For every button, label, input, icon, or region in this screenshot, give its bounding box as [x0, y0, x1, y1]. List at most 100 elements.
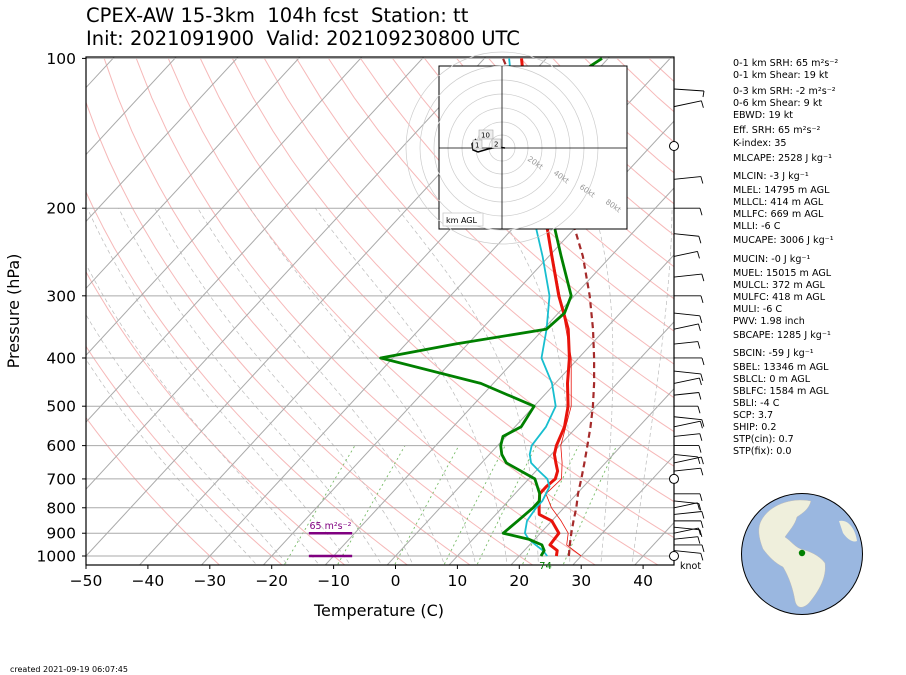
level-circle	[669, 551, 679, 561]
wind-barb-flag	[700, 456, 704, 465]
x-tick-label: −50	[70, 572, 103, 590]
index-item: SBLFC: 1584 m AGL	[733, 386, 829, 397]
background-lines	[86, 57, 674, 565]
wind-barbs	[669, 88, 705, 561]
isotherm	[86, 57, 239, 223]
x-tick-label: 30	[571, 572, 591, 590]
moist-adiabat	[86, 314, 289, 565]
y-axis-label: Pressure (hPa)	[4, 254, 23, 369]
y-tick-label: 200	[46, 200, 76, 218]
index-item: MLLI: -6 C	[733, 221, 781, 232]
wind-barb	[673, 233, 699, 237]
level-circle	[669, 473, 679, 484]
y-tick-label: 400	[46, 349, 76, 367]
chart-subtitle: Init: 2021091900 Valid: 202109230800 UTC	[86, 27, 520, 50]
moist-adiabat	[631, 208, 673, 565]
wind-barb-flag	[700, 176, 704, 184]
wind-barb	[673, 370, 701, 375]
wind-barb	[673, 456, 702, 464]
index-item: MLCAPE: 2528 J kg⁻¹	[733, 153, 832, 164]
moist-adiabat	[593, 208, 614, 565]
dry-adiabat	[86, 270, 346, 565]
wind-unit-label: knot	[680, 561, 701, 572]
mixing-ratio-line	[336, 445, 406, 565]
wind-barb-flag	[698, 445, 702, 453]
x-tick-label: 10	[448, 572, 468, 590]
x-tick-label: −20	[255, 572, 288, 590]
wind-barb	[673, 273, 702, 278]
index-item: MULCL: 372 m AGL	[733, 280, 825, 291]
wind-barb	[673, 176, 701, 180]
wind-barb	[673, 526, 700, 531]
wind-barb	[673, 550, 701, 554]
moist-adiabat	[495, 208, 571, 565]
moist-adiabat	[249, 208, 477, 565]
x-tick-label: −40	[132, 572, 165, 590]
dry-adiabat	[86, 345, 283, 565]
wind-barb	[673, 416, 702, 421]
wind-barb-flag	[700, 295, 704, 303]
wind-barb-flag	[699, 315, 703, 323]
wind-barb	[673, 323, 699, 330]
wind-barb-flag	[699, 529, 703, 537]
dry-adiabat	[328, 58, 674, 399]
wind-barb	[673, 341, 698, 345]
wind-barb	[673, 88, 705, 92]
index-item: SHIP: 0.2	[733, 422, 777, 433]
wind-barb	[673, 467, 701, 472]
isotherm	[386, 254, 674, 565]
isotherm	[86, 57, 425, 423]
index-item: 0-6 km Shear: 9 kt	[733, 98, 823, 109]
wind-barb	[673, 536, 698, 540]
x-tick-label: 20	[509, 572, 529, 590]
isotherm	[448, 321, 674, 565]
wind-barb-flag	[698, 392, 702, 400]
level-circle	[669, 141, 679, 152]
index-item: SBCIN: -59 J kg⁻¹	[733, 348, 814, 359]
wind-barb-flag	[699, 208, 703, 216]
x-tick-label: 0	[391, 572, 401, 590]
isotherm	[86, 57, 177, 156]
station-marker	[798, 549, 806, 557]
location-globe	[741, 493, 863, 615]
isotherm	[510, 388, 674, 565]
dry-adiabat	[86, 416, 221, 565]
index-item: Eff. SRH: 65 m²s⁻²	[733, 125, 821, 136]
isotherm	[324, 187, 674, 565]
index-item: 0-1 km SRH: 65 m²s⁻²	[733, 58, 839, 69]
dry-adiabat	[86, 100, 471, 565]
wind-barb-flag	[699, 493, 703, 501]
wind-barb-flag	[697, 406, 701, 414]
y-tick-label: 800	[46, 499, 76, 517]
wind-barb-flag	[698, 527, 701, 536]
moist-adiabat	[396, 207, 539, 565]
wind-barb-flag	[700, 553, 704, 561]
wind-barb-flag	[701, 419, 705, 427]
index-item: MUEL: 15015 m AGL	[733, 268, 832, 279]
srh-label: 65 m²s⁻²	[310, 521, 352, 532]
wind-barb-flag	[697, 536, 701, 544]
y-tick-label: 100	[46, 50, 76, 68]
x-tick-label: 40	[633, 572, 653, 590]
chart-title: CPEX-AW 15-3km 104h fcst Station: tt	[86, 4, 469, 27]
y-tick-label: 500	[46, 398, 76, 416]
wind-barb	[673, 511, 702, 515]
index-item: K-index: 35	[733, 138, 787, 149]
index-item: MULI: -6 C	[733, 304, 783, 315]
dry-adiabat	[86, 190, 409, 565]
dry-adiabat	[296, 58, 674, 433]
moist-adiabat	[86, 263, 320, 565]
surface-label: 74	[539, 561, 552, 572]
isotherm	[86, 57, 363, 356]
index-item: SBLCL: 0 m AGL	[733, 374, 811, 385]
index-item: MLLCL: 414 m AGL	[733, 197, 824, 208]
isotherm	[86, 57, 487, 490]
wind-barb-flag	[698, 377, 702, 386]
moist-adiabat	[86, 208, 351, 565]
wind-barb	[673, 433, 700, 437]
created-timestamp: created 2021-09-19 06:07:45	[10, 665, 128, 674]
hodograph-legend: km AGL	[446, 216, 478, 225]
wind-barb-flag	[699, 433, 703, 441]
